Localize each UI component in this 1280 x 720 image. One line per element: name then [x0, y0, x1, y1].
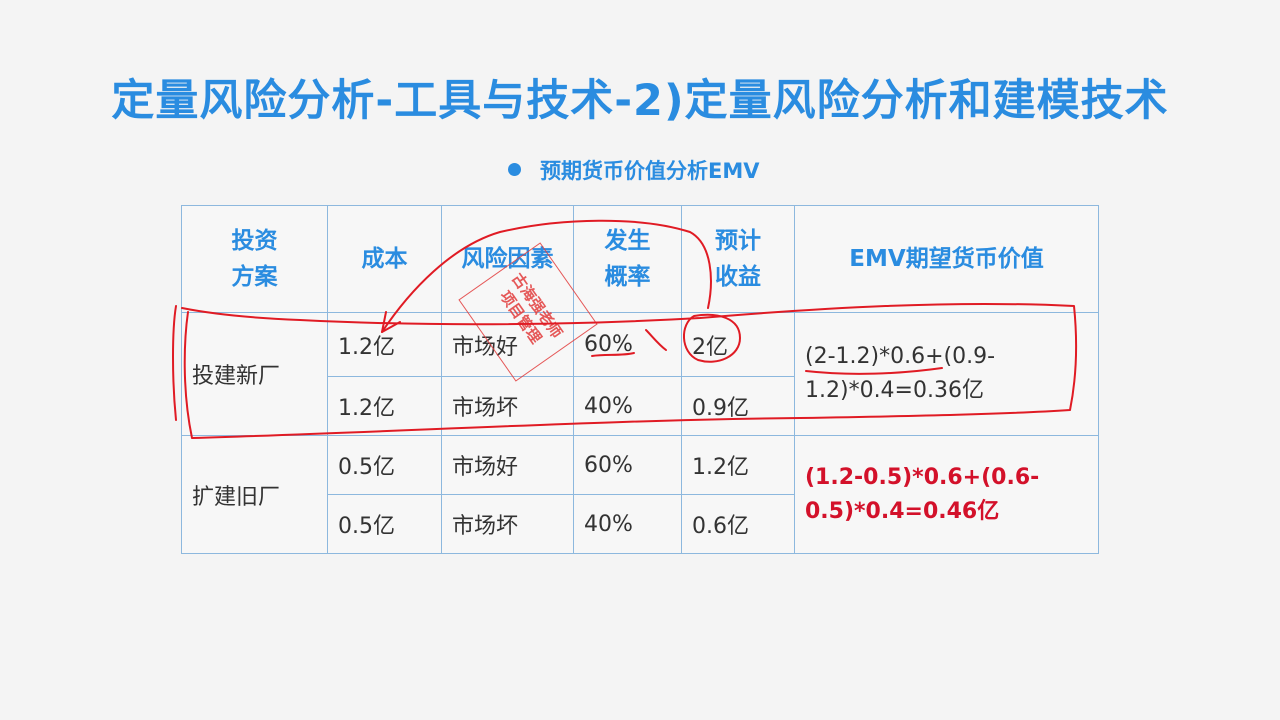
table-header-row: 投资 方案 成本 风险因素 发生 概率 预计 收益 EMV期望货币价值: [181, 205, 1099, 313]
header-plan: 投资 方案: [181, 205, 328, 313]
cost-cell: 1.2亿: [327, 376, 442, 436]
table-row: 0.5亿 市场坏 40% 0.6亿: [182, 494, 1099, 554]
header-emv: EMV期望货币价值: [794, 205, 1099, 313]
gain-cell: 1.2亿: [681, 435, 795, 495]
table-row: 扩建旧厂 0.5亿 市场好 60% 1.2亿 (1.2-0.5)*0.6+(0.…: [181, 435, 1099, 554]
header-gain: 预计 收益: [681, 205, 795, 313]
gain-cell: 0.6亿: [681, 494, 795, 554]
emv-table: 投资 方案 成本 风险因素 发生 概率 预计 收益 EMV期望货币价值 投建新厂 1.…: [181, 205, 1099, 554]
annotation-left-tick: [172, 305, 177, 421]
risk-cell: 市场坏: [441, 494, 574, 554]
prob-cell: 40%: [573, 376, 682, 436]
risk-cell: 市场坏: [441, 376, 574, 436]
subtitle-text: 预期货币价值分析EMV: [540, 159, 760, 183]
prob-cell: 40%: [573, 494, 682, 554]
plan-cell: 投建新厂: [181, 312, 328, 436]
header-cost: 成本: [327, 205, 442, 313]
page-title: 定量风险分析-工具与技术-2)定量风险分析和建模技术: [111, 76, 1169, 126]
emv-cell: (2-1.2)*0.6+(0.9- 1.2)*0.4=0.36亿: [794, 312, 1099, 436]
header-probability: 发生 概率: [573, 205, 682, 313]
cost-cell: 0.5亿: [327, 435, 442, 495]
table-row: 投建新厂 1.2亿 市场好 60% 2亿 (2-1.2)*0.6+(0.9- 1.…: [181, 312, 1099, 436]
subtitle: 预期货币价值分析EMV: [508, 155, 760, 185]
cost-cell: 0.5亿: [327, 494, 442, 554]
plan-cell: 扩建旧厂: [181, 435, 328, 554]
emv-cell-highlight: (1.2-0.5)*0.6+(0.6- 0.5)*0.4=0.46亿: [794, 435, 1099, 554]
cost-cell: 1.2亿: [327, 312, 442, 377]
risk-cell: 市场好: [441, 435, 574, 495]
bullet-icon: [508, 163, 521, 176]
gain-cell: 0.9亿: [681, 376, 795, 436]
gain-cell: 2亿: [681, 312, 795, 377]
prob-cell: 60%: [573, 435, 682, 495]
